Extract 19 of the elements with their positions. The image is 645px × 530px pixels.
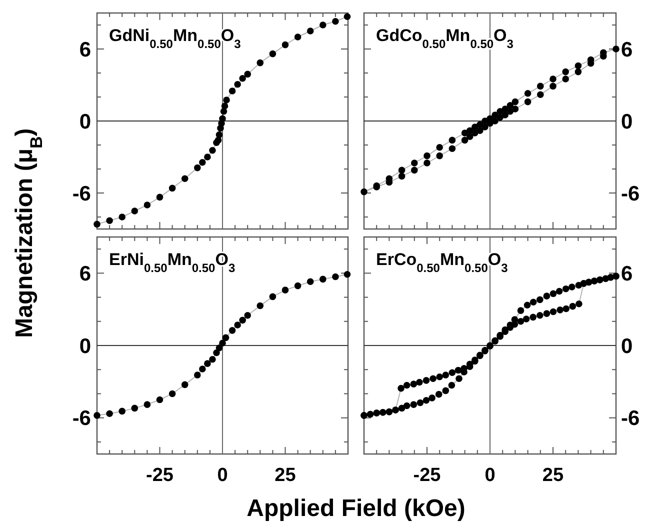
y-tick-label: 0 [621, 110, 633, 134]
y-tick-label: -6 [72, 182, 91, 206]
x-tick-label: 25 [542, 465, 564, 486]
y-tick-label: 0 [79, 110, 91, 134]
x-tick-label: -25 [413, 465, 442, 486]
y-tick-label: 0 [79, 334, 91, 358]
x-axis-title: Applied Field (kOe) [246, 495, 466, 522]
y-tick-label: -6 [621, 407, 640, 430]
x-tick-label: 0 [484, 465, 496, 486]
y-tick-label: 6 [79, 38, 91, 62]
y-tick-label: 6 [621, 262, 633, 286]
x-tick-label: -25 [146, 465, 174, 486]
y-tick-label: 0 [621, 334, 633, 358]
y-tick-label: -6 [621, 182, 640, 206]
y-tick-label: 6 [621, 38, 633, 62]
x-tick-label: 0 [217, 465, 228, 486]
x-tick-label: 25 [274, 465, 296, 486]
y-tick-label: -6 [72, 407, 91, 430]
y-tick-label: 6 [79, 262, 91, 286]
